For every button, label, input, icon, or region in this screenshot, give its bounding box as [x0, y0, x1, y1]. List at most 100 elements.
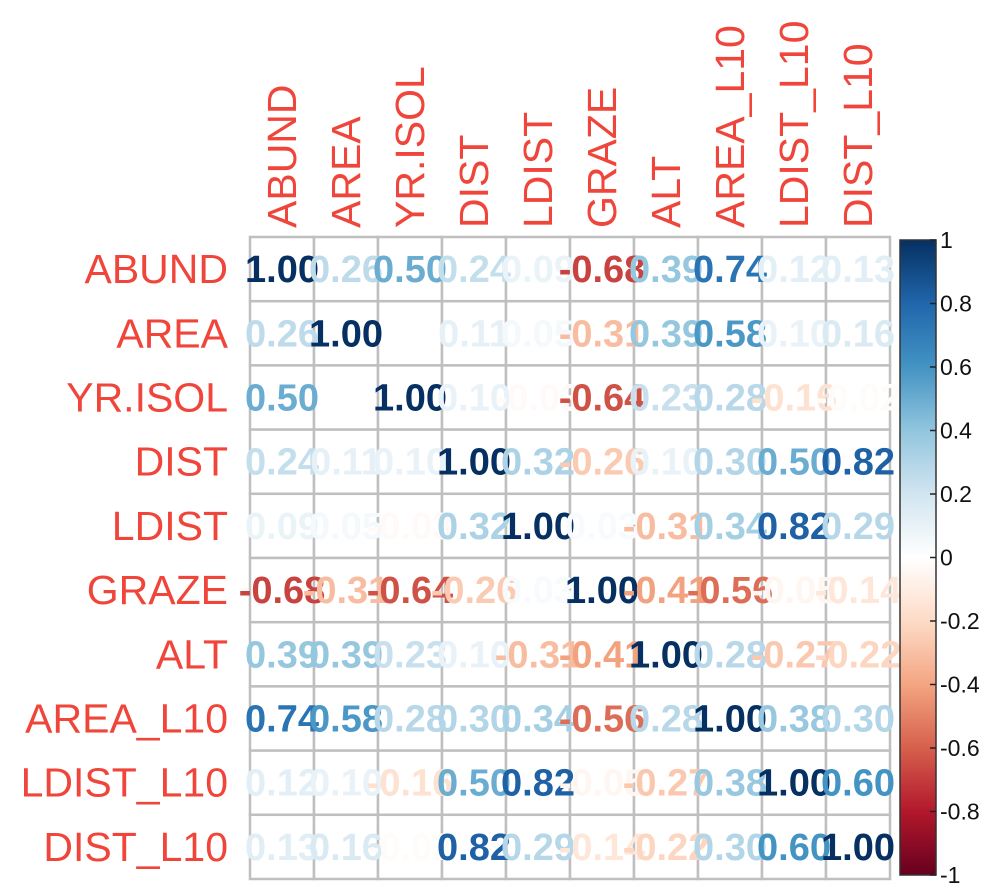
cell-value-6-2: 0.23	[373, 634, 447, 676]
cell-2-2	[376, 364, 444, 431]
cell-4-4	[504, 492, 572, 560]
cell-value-6-3: 0.10	[437, 634, 511, 676]
cell-1-2	[376, 299, 444, 367]
cell-8-1	[312, 749, 380, 817]
cell-8-4	[504, 749, 572, 817]
row-label-area: AREA	[116, 310, 228, 356]
cell-value-4-8: 0.82	[757, 506, 831, 548]
cell-value-9-2: -0.02	[367, 827, 454, 869]
colorbar-tick-label: -0.6	[940, 735, 980, 761]
cell-1-9	[824, 299, 892, 367]
cell-value-3-5: -0.26	[559, 442, 646, 484]
cell-value-3-8: 0.50	[757, 442, 831, 484]
cell-1-8	[760, 299, 828, 367]
cell-value-5-8: -0.05	[751, 570, 838, 612]
cell-value-4-4: 1.00	[501, 506, 575, 548]
column-label-ldist_l10: LDIST_L10	[771, 21, 817, 228]
cell-value-1-4: 0.05	[501, 313, 575, 355]
cell-4-9	[824, 492, 892, 560]
cell-value-4-0: 0.09	[245, 506, 319, 548]
cell-6-6	[632, 620, 700, 688]
cell-grid	[248, 235, 892, 881]
cell-9-1	[312, 813, 380, 881]
cell-value-2-4: -0.03	[495, 378, 582, 420]
cell-0-5	[568, 235, 636, 303]
cell-value-8-9: 0.60	[821, 763, 895, 805]
cell-2-8	[760, 364, 828, 431]
cell-value-7-4: 0.34	[501, 699, 575, 741]
cell-5-4	[504, 556, 572, 624]
column-label-ldist: LDIST	[515, 112, 561, 228]
colorbar: 1 0.8 0.6 0.4 0.2 0 -0.2 -0.4 -0.6 -0.8 -1	[899, 227, 980, 888]
row-label-ldist_l10: LDIST_L10	[21, 760, 228, 806]
cell-2-6	[632, 364, 700, 431]
row-label-area_l10: AREA_L10	[25, 696, 228, 742]
cell-value-2-6: 0.23	[629, 378, 703, 420]
cell-value-4-9: 0.29	[821, 506, 895, 548]
cell-value-3-3: 1.00	[437, 442, 511, 484]
cell-9-3	[440, 813, 508, 881]
cell-value-2-7: 0.28	[693, 378, 767, 420]
column-label-abund: ABUND	[259, 84, 305, 228]
cell-value-0-6: 0.39	[629, 249, 703, 291]
cell-4-5	[568, 492, 636, 560]
cell-7-4	[504, 685, 572, 752]
cell-6-7	[696, 620, 764, 688]
cell-7-8	[760, 685, 828, 752]
cell-value-2-9: -0.02	[815, 378, 902, 420]
cell-6-8	[760, 620, 828, 688]
cell-value-0-0: 1.00	[245, 249, 319, 291]
cell-9-4	[504, 813, 572, 881]
cell-value-3-4: 0.32	[501, 442, 575, 484]
colorbar-tick-label: 0.6	[940, 354, 972, 380]
cell-value-7-8: 0.38	[757, 699, 831, 741]
cell-3-6	[632, 428, 700, 496]
colorbar-tick-label: 0	[940, 545, 953, 571]
cell-value-5-4: 0.03	[501, 570, 575, 612]
cell-value-7-7: 1.00	[693, 699, 767, 741]
cell-value-0-1: 0.26	[309, 249, 383, 291]
cell-value-8-3: 0.50	[437, 763, 511, 805]
cell-value-8-0: 0.12	[245, 763, 319, 805]
cell-value-9-8: 0.60	[757, 827, 831, 869]
cell-6-5	[568, 620, 636, 688]
cell-value-5-6: -0.41	[623, 570, 710, 612]
cell-7-3	[440, 685, 508, 752]
cell-5-0	[248, 556, 316, 624]
cell-value-1-8: 0.10	[757, 313, 831, 355]
cell-value-5-5: 1.00	[565, 570, 639, 612]
cell-value-6-6: 1.00	[629, 634, 703, 676]
row-label-dist: DIST	[135, 439, 228, 485]
cell-value-0-9: 0.13	[821, 249, 895, 291]
cell-9-8	[760, 813, 828, 881]
cell-2-1	[312, 364, 380, 431]
cell-4-7	[696, 492, 764, 560]
cell-value-4-2: -0.03	[367, 506, 454, 548]
cell-8-6	[632, 749, 700, 817]
cell-value-9-4: 0.29	[501, 827, 575, 869]
cell-value-2-8: -0.16	[751, 378, 838, 420]
cell-value-9-9: 1.00	[821, 827, 895, 869]
column-label-alt: ALT	[643, 156, 689, 228]
cell-6-3	[440, 620, 508, 688]
column-label-yr.isol: YR.ISOL	[387, 66, 433, 228]
cell-4-8	[760, 492, 828, 560]
row-label-ldist: LDIST	[112, 503, 228, 549]
cell-value-4-5: 0.03	[565, 506, 639, 548]
cell-1-5	[568, 299, 636, 367]
cell-5-2	[376, 556, 444, 624]
cell-9-2	[376, 813, 444, 881]
cell-value-4-3: 0.32	[437, 506, 511, 548]
cell-value-9-5: -0.14	[559, 827, 646, 869]
colorbar-tick-label: -0.2	[940, 608, 980, 634]
colorbar-tick-label: 1	[940, 227, 953, 253]
cell-value-0-5: -0.68	[559, 249, 646, 291]
column-label-graze: GRAZE	[579, 87, 625, 228]
cell-value-5-9: -0.14	[815, 570, 902, 612]
cell-values: 1.000.260.500.240.09-0.680.390.740.120.1…	[239, 249, 902, 869]
cell-8-9	[824, 749, 892, 817]
colorbar-tick-label: -0.8	[940, 799, 980, 825]
cell-value-8-2: -0.16	[367, 763, 454, 805]
cell-value-7-2: 0.28	[373, 699, 447, 741]
cell-9-0	[248, 813, 316, 881]
